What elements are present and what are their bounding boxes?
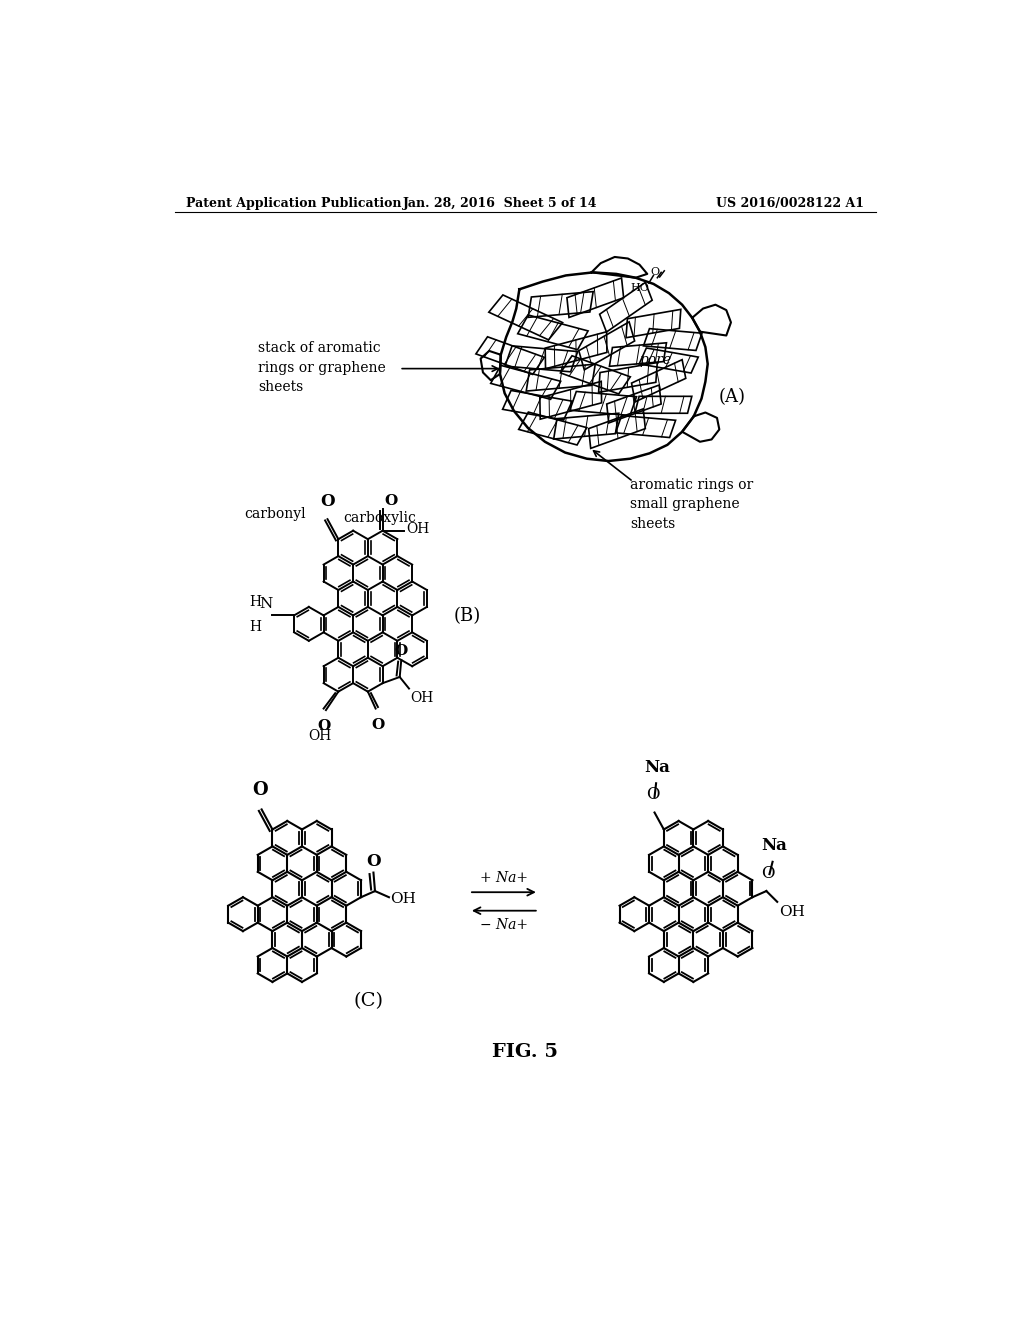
Text: H: H — [250, 620, 261, 634]
Text: − Na+: − Na+ — [480, 919, 528, 932]
Text: pore: pore — [640, 354, 672, 367]
Text: Jan. 28, 2016  Sheet 5 of 14: Jan. 28, 2016 Sheet 5 of 14 — [402, 197, 597, 210]
Text: OH: OH — [779, 906, 805, 919]
Text: (B): (B) — [454, 607, 480, 624]
Text: O: O — [761, 865, 775, 882]
Text: O: O — [650, 267, 659, 277]
Text: O: O — [367, 853, 381, 870]
Text: O: O — [252, 781, 268, 800]
Text: N: N — [259, 597, 272, 611]
Text: Na: Na — [761, 837, 787, 854]
Text: aromatic rings or
small graphene
sheets: aromatic rings or small graphene sheets — [630, 478, 754, 531]
Text: OH: OH — [390, 892, 417, 906]
Text: (A): (A) — [719, 388, 745, 407]
Text: HO: HO — [630, 282, 649, 293]
Text: US 2016/0028122 A1: US 2016/0028122 A1 — [716, 197, 864, 210]
Text: H: H — [250, 595, 261, 610]
Text: + Na+: + Na+ — [480, 870, 528, 884]
Text: O: O — [394, 644, 408, 657]
Text: FIG. 5: FIG. 5 — [492, 1043, 558, 1060]
Text: (C): (C) — [353, 993, 383, 1011]
Text: carbonyl: carbonyl — [245, 507, 306, 521]
Text: OH: OH — [308, 730, 332, 743]
Text: O: O — [372, 718, 385, 731]
Text: O: O — [646, 787, 659, 804]
Text: Na: Na — [645, 759, 671, 776]
Text: carboxylic: carboxylic — [343, 511, 417, 525]
Text: O: O — [317, 719, 331, 734]
Text: stack of aromatic
rings or graphene
sheets: stack of aromatic rings or graphene shee… — [258, 342, 386, 395]
Text: Patent Application Publication: Patent Application Publication — [186, 197, 401, 210]
Text: O: O — [384, 494, 397, 508]
Text: O: O — [321, 492, 335, 510]
Text: OH: OH — [406, 523, 429, 536]
Text: OH: OH — [411, 690, 434, 705]
